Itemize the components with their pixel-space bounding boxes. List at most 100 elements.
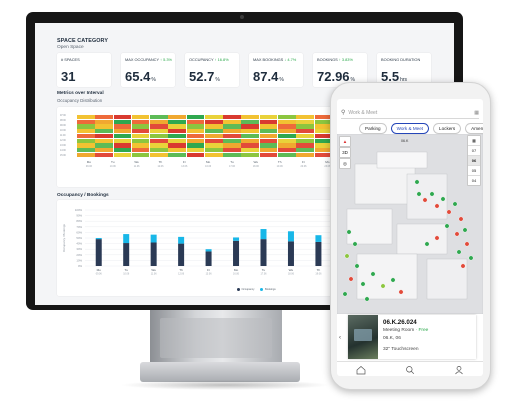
- desk-marker[interactable]: [468, 255, 474, 261]
- desk-marker[interactable]: [348, 276, 354, 282]
- desk-marker[interactable]: [380, 283, 386, 289]
- floor-plan: [337, 134, 483, 314]
- floor-07[interactable]: 07: [468, 146, 480, 156]
- desk-marker[interactable]: [398, 289, 404, 295]
- heatmap-cell: [204, 133, 223, 139]
- chip-amenities[interactable]: Amen: [465, 123, 483, 134]
- heatmap-cell: [241, 152, 260, 157]
- heatmap-cell: [277, 152, 296, 157]
- desk-marker[interactable]: [370, 271, 376, 277]
- heatmap-cell: [204, 119, 223, 124]
- desk-marker[interactable]: [458, 216, 464, 222]
- heatmap-cell: [277, 133, 296, 139]
- heatmap-cell: [241, 115, 260, 120]
- heatmap-cell: [223, 129, 241, 134]
- 3d-toggle-button[interactable]: 3D: [339, 147, 351, 158]
- smartphone: ⚲ Work & Meet ▦ Parking Work & Meet Lock…: [330, 82, 491, 390]
- heatmap-cell: [95, 119, 113, 124]
- desk-marker[interactable]: [452, 201, 458, 207]
- heatmap-cell: [314, 138, 333, 143]
- heatmap-cell: [296, 129, 314, 134]
- heatmap-cell: [186, 148, 205, 153]
- room-photo: [348, 315, 378, 359]
- room-info-card[interactable]: 06.K.26.024 Meeting Room · Free 06.K, 06…: [348, 315, 476, 359]
- desk-marker[interactable]: [446, 209, 452, 215]
- desk-marker[interactable]: [462, 227, 468, 233]
- page-subtitle: Open Space: [57, 45, 84, 50]
- desk-marker[interactable]: [464, 241, 470, 247]
- desk-marker[interactable]: [429, 191, 435, 197]
- heatmap-cell: [77, 119, 95, 124]
- heatmap-cell: [95, 129, 113, 134]
- building-icon[interactable]: ▦: [468, 136, 480, 146]
- desk-marker[interactable]: [346, 229, 352, 235]
- desk-marker[interactable]: [390, 277, 396, 283]
- x-tick-date: 09.06: [96, 273, 103, 276]
- desk-marker[interactable]: [422, 197, 428, 203]
- desk-marker[interactable]: [440, 196, 446, 202]
- desk-marker[interactable]: [354, 263, 360, 269]
- bar-bookings: [95, 238, 102, 240]
- heatmap-cell: [314, 133, 333, 139]
- heatmap-cell: [223, 143, 241, 148]
- chip-work-meet[interactable]: Work & Meet: [390, 123, 430, 134]
- search-input[interactable]: ⚲ Work & Meet ▦: [341, 107, 479, 119]
- search-nav-icon[interactable]: [405, 365, 415, 375]
- heatmap-cell: [168, 148, 187, 153]
- kpi-card: BOOKING DURATION 5.5hrs: [377, 53, 431, 87]
- kpi-card: OCCUPANCY ↑ 16.8% 52.7%: [185, 53, 239, 87]
- heatmap-cell: [296, 124, 314, 129]
- chip-lockers[interactable]: Lockers: [433, 123, 462, 134]
- desk-marker[interactable]: [424, 241, 430, 247]
- heatmap-cell: [95, 143, 113, 148]
- kpi-unit: %: [279, 77, 284, 83]
- heatmap-cell: [223, 138, 241, 143]
- desk-marker[interactable]: [456, 249, 462, 255]
- desk-marker[interactable]: [342, 291, 348, 297]
- floor-map[interactable]: ▲ 3D ◎ 06.K ▦ 07 06 05 04: [337, 134, 483, 314]
- desk-marker[interactable]: [434, 235, 440, 241]
- heatmap-cell: [296, 152, 314, 157]
- heatmap-cell: [131, 124, 150, 129]
- x-tick-date: 12.06: [178, 273, 185, 276]
- compass-icon[interactable]: ▲: [339, 136, 351, 147]
- heatmap-x-label: Fr 20.06: [300, 160, 307, 168]
- desk-marker[interactable]: [444, 223, 450, 229]
- x-tick-day: Tu: [262, 268, 266, 272]
- profile-icon[interactable]: [454, 365, 464, 375]
- heatmap-cell: [113, 119, 132, 124]
- heatmap-cell: [168, 115, 187, 120]
- desk-marker[interactable]: [460, 263, 466, 269]
- floor-06[interactable]: 06: [468, 156, 480, 166]
- heatmap-cell: [77, 129, 95, 134]
- desk-marker[interactable]: [344, 253, 350, 259]
- map-area-label: 06.K: [401, 139, 409, 143]
- desk-marker[interactable]: [416, 191, 422, 197]
- x-tick-date: 18.06: [288, 273, 295, 276]
- kpi-delta: ↑ 3.83%: [338, 57, 353, 62]
- kpi-label: MAX OCCUPANCY ↑ 5.3%: [125, 57, 172, 62]
- chevron-left-icon[interactable]: ‹: [339, 335, 341, 341]
- chip-parking[interactable]: Parking: [359, 123, 387, 134]
- floor-05[interactable]: 05: [468, 166, 480, 176]
- home-icon[interactable]: [356, 365, 366, 375]
- heatmap-cell: [277, 115, 296, 120]
- grid-icon[interactable]: ▦: [474, 109, 479, 116]
- x-tick-day: Fr: [207, 268, 210, 272]
- heatmap-cell: [150, 138, 168, 143]
- x-tick-day: Mo: [234, 268, 239, 272]
- y-tick-label: 80%: [76, 219, 82, 223]
- desk-marker[interactable]: [364, 296, 370, 302]
- heatmap-cell: [259, 148, 278, 153]
- heatmap-cell: [95, 138, 113, 143]
- room-block: [356, 253, 418, 300]
- desk-marker[interactable]: [414, 179, 420, 185]
- locate-icon[interactable]: ◎: [339, 158, 351, 169]
- desk-marker[interactable]: [434, 203, 440, 209]
- phone-screen: ⚲ Work & Meet ▦ Parking Work & Meet Lock…: [337, 99, 483, 376]
- desk-marker[interactable]: [352, 241, 358, 247]
- floor-04[interactable]: 04: [471, 178, 477, 183]
- heatmap-cell: [296, 143, 314, 148]
- desk-marker[interactable]: [454, 231, 460, 237]
- desk-marker[interactable]: [360, 281, 366, 287]
